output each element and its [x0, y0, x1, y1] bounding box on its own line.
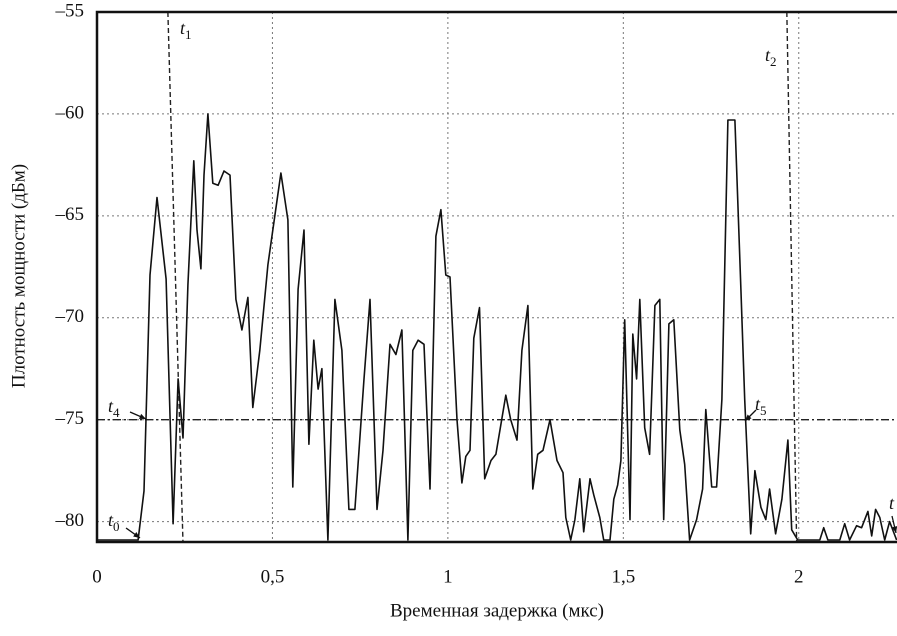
x-tick-label: 1 — [443, 566, 453, 587]
annotation-text: t — [755, 394, 761, 414]
reference-line — [167, 11, 184, 543]
y-tick-label: –65 — [55, 204, 85, 225]
arrow-head — [133, 532, 140, 538]
x-tick-label: 2 — [794, 566, 804, 587]
annotation-sub: 0 — [113, 519, 120, 534]
reference-line — [786, 11, 798, 543]
annotation: t — [889, 493, 895, 513]
x-axis-label: Временная задержка (мкс) — [390, 600, 604, 621]
annotation-text: t — [889, 493, 895, 513]
x-tick-label: 0 — [92, 566, 102, 587]
y-tick-label: –60 — [55, 102, 85, 123]
y-axis-label: Плотность мощности (дБм) — [8, 164, 29, 388]
data-line — [97, 113, 897, 541]
arrow-head — [139, 413, 146, 419]
annotation-text: t — [108, 396, 114, 416]
annotation: t5 — [755, 394, 767, 418]
arrow-head — [745, 414, 752, 421]
annotation: t0 — [108, 510, 120, 534]
annotation: t2 — [765, 45, 777, 69]
annotation: t4 — [108, 396, 120, 420]
annotation-text: t — [765, 45, 771, 65]
x-tick-label: 0,5 — [261, 566, 285, 587]
annotation-text: t — [108, 510, 114, 530]
annotation-text: t — [180, 18, 186, 38]
plot-frame — [95, 10, 897, 544]
annotation-sub: 4 — [113, 405, 120, 420]
annotation-sub: 5 — [760, 403, 767, 418]
annotation: t1 — [180, 18, 192, 42]
y-tick-label: –70 — [55, 306, 85, 327]
annotation-sub: 2 — [770, 54, 777, 69]
y-tick-label: –55 — [55, 0, 85, 21]
x-tick-label: 1,5 — [611, 566, 635, 587]
annotation-sub: 1 — [185, 27, 192, 42]
y-tick-label: –75 — [55, 408, 85, 429]
y-tick-label: –80 — [55, 510, 85, 531]
arrow-head — [891, 526, 897, 533]
